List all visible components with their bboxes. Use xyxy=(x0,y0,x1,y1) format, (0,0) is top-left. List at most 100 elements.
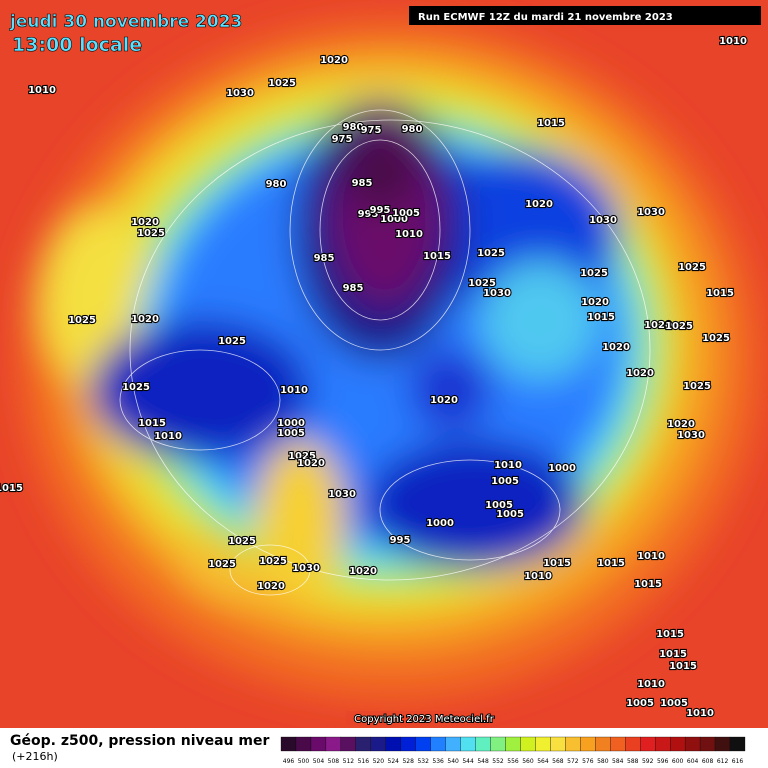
colorbar-cell xyxy=(699,736,716,752)
pressure-label: 1020 xyxy=(581,297,609,308)
pressure-label: 1020 xyxy=(349,566,377,577)
colorbar-cell xyxy=(520,736,536,752)
pressure-label: 1020 xyxy=(644,320,672,331)
colorbar-label: 616 xyxy=(732,758,744,765)
colorbar-label: 544 xyxy=(462,758,474,765)
pressure-label: 1010 xyxy=(494,460,522,471)
colorbar-cell xyxy=(550,736,566,752)
colorbar-cell xyxy=(595,736,611,752)
pressure-label: 1025 xyxy=(137,228,165,239)
pressure-label: 985 xyxy=(352,178,373,189)
colorbar-label: 560 xyxy=(522,758,534,765)
colorbar-cell xyxy=(370,736,386,752)
colorbar-cell xyxy=(325,736,342,752)
pressure-label: 1015 xyxy=(423,251,451,262)
pressure-label: 1005 xyxy=(496,509,524,520)
pressure-label: 1015 xyxy=(543,558,571,569)
colorbar-cell xyxy=(475,736,491,752)
pressure-label: 1015 xyxy=(587,312,615,323)
pressure-label: 1015 xyxy=(0,483,23,494)
pressure-label: 980 xyxy=(402,124,423,135)
colorbar-label: 532 xyxy=(417,758,429,765)
pressure-label: 1020 xyxy=(430,395,458,406)
legend-title: Géop. z500, pression niveau mer xyxy=(10,733,269,749)
date-title: jeudi 30 novembre 2023 xyxy=(9,12,242,32)
pressure-label: 1020 xyxy=(320,55,348,66)
pressure-label: 1020 xyxy=(602,342,630,353)
colorbar-label: 608 xyxy=(702,758,714,765)
pressure-label: 1005 xyxy=(626,698,654,709)
colorbar-cell xyxy=(385,736,401,752)
pressure-label: 1015 xyxy=(634,579,662,590)
pressure-label: 1010 xyxy=(637,679,665,690)
copyright: Copyright 2023 Meteociel.fr xyxy=(354,714,495,725)
colorbar-label: 540 xyxy=(447,758,459,765)
colorbar-label: 556 xyxy=(507,758,519,765)
colorbar-cell xyxy=(565,736,581,752)
pressure-label: 1025 xyxy=(122,382,150,393)
pressure-label: 1005 xyxy=(392,208,420,219)
colorbar-label: 576 xyxy=(582,758,594,765)
pressure-label: 1000 xyxy=(548,463,576,474)
pressure-label: 1025 xyxy=(68,315,96,326)
colorbar-label: 572 xyxy=(567,758,579,765)
pressure-label: 995 xyxy=(390,535,411,546)
colorbar-label: 592 xyxy=(642,758,654,765)
pressure-label: 980 xyxy=(343,122,364,133)
colorbar: 496 500 504 508 512 516 520 524 528 532 536 540 544 5… xyxy=(280,736,746,765)
colorbar-cell xyxy=(445,736,461,752)
pressure-label: 985 xyxy=(314,253,335,264)
colorbar-label: 588 xyxy=(627,758,639,765)
pressure-label: 1030 xyxy=(226,88,254,99)
pressure-label: 980 xyxy=(266,179,287,190)
pressure-label: 1020 xyxy=(525,199,553,210)
pressure-label: 1010 xyxy=(637,551,665,562)
pressure-label: 1005 xyxy=(491,476,519,487)
pressure-label: 1015 xyxy=(656,629,684,640)
pressure-label: 1020 xyxy=(257,581,285,592)
pressure-label: 1025 xyxy=(259,556,287,567)
colorbar-cell xyxy=(490,736,506,752)
pressure-label: 1020 xyxy=(131,314,159,325)
pressure-label: 995 xyxy=(358,209,379,220)
pressure-label: 1010 xyxy=(395,229,423,240)
pressure-label: 1010 xyxy=(28,85,56,96)
map xyxy=(0,0,768,728)
colorbar-cell xyxy=(355,736,371,752)
colorbar-cell xyxy=(310,736,327,752)
colorbar-label: 600 xyxy=(672,758,684,765)
isobars xyxy=(119,109,651,596)
colorbar-cell xyxy=(729,736,746,752)
pressure-label: 1015 xyxy=(597,558,625,569)
pressure-label: 985 xyxy=(343,283,364,294)
colorbar-label: 604 xyxy=(687,758,699,765)
colorbar-label: 500 xyxy=(298,758,310,765)
colorbar-cell xyxy=(640,736,656,752)
colorbar-cell xyxy=(400,736,416,752)
colorbar-label: 548 xyxy=(477,758,489,765)
pressure-label: 1025 xyxy=(288,451,316,462)
pressure-label: 1025 xyxy=(665,321,693,332)
pressure-label: 1005 xyxy=(277,428,305,439)
pressure-label: 1005 xyxy=(485,500,513,511)
colorbar-label: 612 xyxy=(717,758,729,765)
pressure-label: 1025 xyxy=(228,536,256,547)
colorbar-label: 512 xyxy=(343,758,355,765)
pressure-label: 1020 xyxy=(131,217,159,228)
forecast-lead: (+216h) xyxy=(12,750,58,763)
pressure-label: 1025 xyxy=(580,268,608,279)
pressure-label: 1025 xyxy=(477,248,505,259)
pressure-label: 1015 xyxy=(669,661,697,672)
pressure-label: 1025 xyxy=(268,78,296,89)
run-info: Run ECMWF 12Z du mardi 21 novembre 2023 xyxy=(418,12,673,23)
colorbar-label: 516 xyxy=(358,758,370,765)
pressure-label: 1025 xyxy=(218,336,246,347)
colorbar-label: 580 xyxy=(597,758,609,765)
colorbar-cell xyxy=(535,736,551,752)
pressure-label: 1015 xyxy=(706,288,734,299)
pressure-label: 1010 xyxy=(686,708,714,719)
pressure-label: 1010 xyxy=(280,385,308,396)
pressure-label: 1020 xyxy=(626,368,654,379)
pressure-label: 1000 xyxy=(426,518,454,529)
